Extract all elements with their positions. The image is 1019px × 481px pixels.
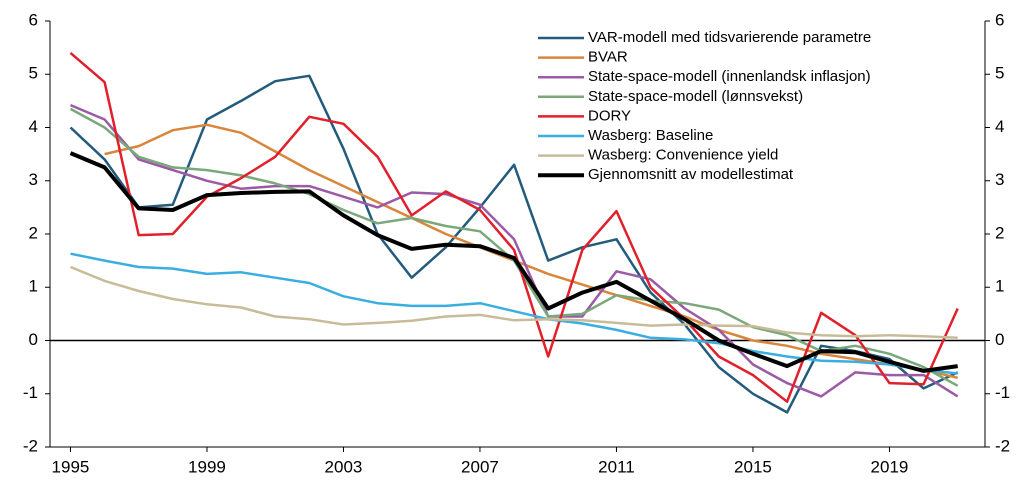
x-tick-label: 2007 xyxy=(461,457,499,476)
y-tick-label: 5 xyxy=(29,64,38,83)
legend-label: State-space-modell (lønnsvekst) xyxy=(588,88,803,105)
x-tick-label: 1999 xyxy=(188,457,226,476)
y2-tick-label: 6 xyxy=(995,10,1004,29)
series-line xyxy=(70,265,958,340)
y2-tick-label: 2 xyxy=(995,223,1004,242)
series-line xyxy=(70,252,958,375)
x-tick-label: 2011 xyxy=(598,457,635,476)
y-tick-label: 1 xyxy=(29,277,38,296)
legend-label: State-space-modell (innenlandsk inflasjo… xyxy=(588,68,871,85)
y2-tick-label: 3 xyxy=(995,170,1004,189)
y2-tick-label: -2 xyxy=(995,436,1010,455)
y-tick-label: -2 xyxy=(23,436,38,455)
series-line xyxy=(70,103,959,398)
y2-tick-label: -1 xyxy=(995,383,1010,402)
y2-tick-label: 0 xyxy=(995,330,1004,349)
y-tick-label: -1 xyxy=(23,383,38,402)
legend-label: BVAR xyxy=(588,49,628,66)
y2-tick-label: 1 xyxy=(995,277,1004,296)
legend-label: Wasberg: Baseline xyxy=(588,127,713,144)
y-tick-label: 2 xyxy=(29,223,38,242)
series-line xyxy=(69,51,959,403)
legend-label: Wasberg: Convenience yield xyxy=(588,147,778,164)
series-line xyxy=(69,74,959,414)
x-tick-label: 2015 xyxy=(734,457,772,476)
y-tick-label: 6 xyxy=(29,10,38,29)
x-tick-label: 2003 xyxy=(325,457,363,476)
series-line xyxy=(69,107,959,387)
y2-tick-label: 5 xyxy=(995,64,1004,83)
x-tick-label: 2019 xyxy=(871,457,909,476)
legend-label: DORY xyxy=(588,107,631,124)
y-tick-label: 3 xyxy=(29,170,38,189)
x-tick-label: 1995 xyxy=(52,457,90,476)
legend-label: Gjennomsnitt av modellestimat xyxy=(588,166,794,183)
y-tick-label: 0 xyxy=(29,330,38,349)
y-tick-label: 4 xyxy=(29,117,38,136)
series-line xyxy=(69,151,958,373)
legend-label: VAR-modell med tidsvarierende parametre xyxy=(588,29,871,46)
y2-tick-label: 4 xyxy=(995,117,1004,136)
